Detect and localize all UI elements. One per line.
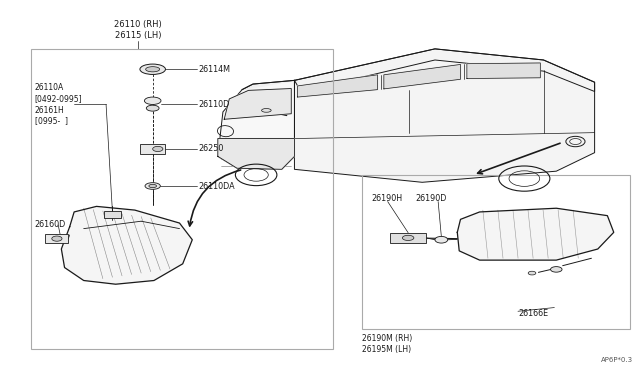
Bar: [31, 49, 333, 349]
Text: 26190M (RH)
26195M (LH): 26190M (RH) 26195M (LH): [362, 334, 412, 355]
Ellipse shape: [528, 271, 536, 275]
Polygon shape: [218, 80, 294, 169]
Text: 26190H: 26190H: [371, 195, 402, 203]
Ellipse shape: [147, 105, 159, 111]
Bar: [362, 175, 630, 329]
Polygon shape: [298, 75, 378, 97]
Ellipse shape: [140, 64, 166, 74]
Polygon shape: [218, 138, 294, 169]
Ellipse shape: [435, 236, 448, 243]
Ellipse shape: [153, 146, 163, 151]
Text: 26114M: 26114M: [198, 65, 230, 74]
Bar: [104, 211, 121, 218]
Polygon shape: [458, 208, 614, 260]
Ellipse shape: [145, 97, 161, 105]
Ellipse shape: [52, 236, 62, 241]
Ellipse shape: [550, 267, 562, 272]
Polygon shape: [294, 49, 595, 182]
Polygon shape: [61, 206, 192, 284]
Bar: [140, 144, 166, 154]
Ellipse shape: [146, 67, 160, 72]
Ellipse shape: [262, 109, 271, 112]
Text: 26250: 26250: [198, 144, 224, 153]
Text: AP6P*0.3: AP6P*0.3: [601, 357, 633, 363]
Ellipse shape: [149, 185, 157, 187]
Ellipse shape: [145, 183, 161, 189]
Text: 26110DA: 26110DA: [198, 182, 236, 190]
Text: 26110A
[0492-0995]
26161H
[0995-  ]: 26110A [0492-0995] 26161H [0995- ]: [35, 83, 82, 126]
Text: 26190D: 26190D: [416, 195, 447, 203]
Polygon shape: [384, 64, 461, 89]
Bar: [390, 233, 426, 243]
Bar: [45, 234, 68, 243]
Text: 26110 (RH)
26115 (LH): 26110 (RH) 26115 (LH): [114, 19, 162, 39]
Text: 26166E: 26166E: [518, 310, 548, 318]
Ellipse shape: [403, 235, 414, 240]
Polygon shape: [224, 89, 291, 119]
Polygon shape: [467, 63, 540, 78]
Polygon shape: [242, 49, 595, 92]
Text: 26160D: 26160D: [35, 221, 66, 230]
Text: 26110D: 26110D: [198, 100, 230, 109]
